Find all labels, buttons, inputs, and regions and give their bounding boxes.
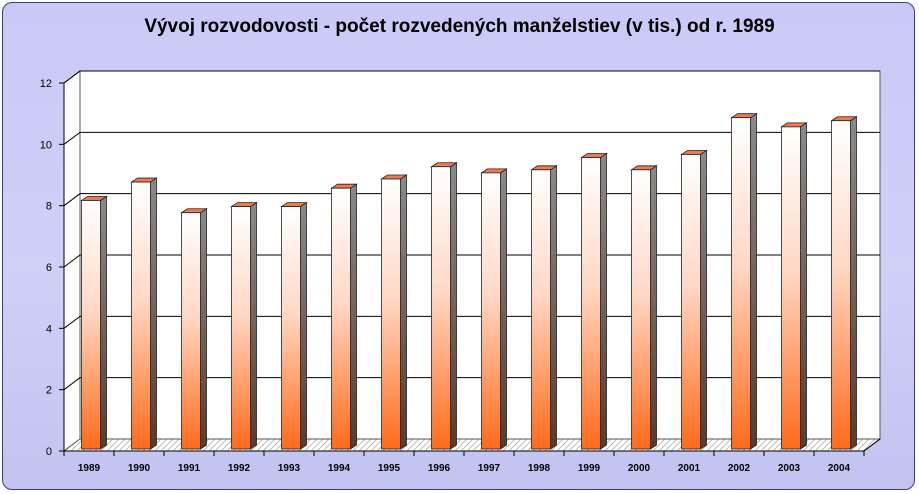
gridline <box>63 315 880 329</box>
bar <box>730 112 758 450</box>
bar <box>280 201 308 450</box>
x-tick-label: 1991 <box>178 463 201 474</box>
bar <box>330 183 358 450</box>
y-axis: 0 2 4 6 8 10 12 <box>40 78 65 458</box>
bar-front <box>831 120 851 450</box>
y-tick-label: 8 <box>46 201 52 213</box>
bar <box>380 174 408 450</box>
y-tick-label: 0 <box>46 446 52 458</box>
bar-side <box>500 168 507 450</box>
bar <box>580 152 608 450</box>
bar <box>530 165 558 450</box>
bar-side <box>250 201 257 450</box>
bar-side <box>150 177 157 450</box>
bar-front <box>481 172 501 450</box>
gridlines <box>63 70 880 391</box>
x-axis: 1989 1990 1991 1992 1993 1994 1995 1996 1997 1998… <box>63 438 881 474</box>
x-tick-label: 1992 <box>228 463 251 474</box>
x-tick-label: 1990 <box>128 463 151 474</box>
gridline <box>63 377 880 391</box>
x-tick-label: 2001 <box>678 463 701 474</box>
bar-front <box>281 206 301 450</box>
bar-front <box>81 200 101 450</box>
bar <box>430 161 458 450</box>
x-tick-label: 2000 <box>628 463 651 474</box>
bar <box>780 122 808 450</box>
bar <box>230 201 258 450</box>
bar-side <box>450 161 457 450</box>
y-tick-label: 6 <box>46 262 52 274</box>
gridline <box>63 70 880 84</box>
bar-front <box>581 157 601 450</box>
x-tick-label: 1998 <box>528 463 551 474</box>
gridline <box>63 193 880 207</box>
bar-side <box>800 122 807 450</box>
bar <box>80 195 108 450</box>
y-tick-label: 12 <box>40 78 52 90</box>
x-axis-depth-line <box>863 438 881 452</box>
bar-side <box>850 115 857 450</box>
bar-side <box>400 174 407 450</box>
gridline <box>63 254 880 268</box>
x-tick-label: 1995 <box>378 463 401 474</box>
bar-front <box>131 181 151 450</box>
x-tick-label: 1989 <box>78 463 101 474</box>
x-tick-label: 2002 <box>728 463 751 474</box>
bar <box>680 149 708 450</box>
gridline <box>63 131 880 145</box>
bar-side <box>700 149 707 450</box>
bar <box>130 177 158 450</box>
bar-front <box>381 178 401 450</box>
bar-front <box>531 169 551 450</box>
bars <box>80 112 858 450</box>
bar-side <box>200 207 207 450</box>
x-tick-label: 2004 <box>828 463 851 474</box>
y-tick-label: 2 <box>46 385 52 397</box>
bar-side <box>600 152 607 450</box>
chart-title: Vývoj rozvodovosti - počet rozvedených m… <box>144 16 775 37</box>
bar-front <box>681 154 701 450</box>
bar <box>630 165 658 450</box>
bar-front <box>181 212 201 450</box>
x-tick-label: 1993 <box>278 463 301 474</box>
x-tick-label: 2003 <box>778 463 801 474</box>
x-tick-label: 1999 <box>578 463 601 474</box>
bar-side <box>550 165 557 450</box>
bar-front <box>781 126 801 450</box>
x-tick-label: 1994 <box>328 463 351 474</box>
bar-front <box>731 117 751 450</box>
bar <box>480 168 508 450</box>
bar-front <box>331 187 351 450</box>
bar <box>830 115 858 450</box>
bar-front <box>431 166 451 450</box>
y-tick-label: 10 <box>40 139 52 151</box>
bar-side <box>650 165 657 450</box>
bar-front <box>631 169 651 450</box>
bar-front <box>231 206 251 450</box>
bar-side <box>100 195 107 450</box>
bar-side <box>300 201 307 450</box>
bar-side <box>350 183 357 450</box>
x-tick-label: 1997 <box>478 463 501 474</box>
bar <box>180 207 208 450</box>
y-tick-label: 4 <box>46 323 52 335</box>
x-tick-label: 1996 <box>428 463 451 474</box>
bar-side <box>750 112 757 450</box>
